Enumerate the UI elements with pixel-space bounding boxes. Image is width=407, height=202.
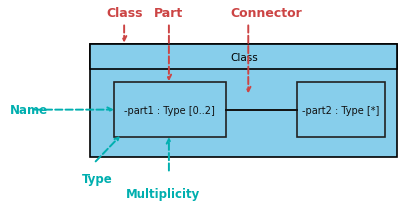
Text: Connector: Connector [231,7,302,20]
Text: Type: Type [81,172,112,185]
Text: -part1 : Type [0..2]: -part1 : Type [0..2] [124,105,215,115]
Text: Name: Name [10,104,48,117]
Text: Multiplicity: Multiplicity [126,187,200,200]
Text: Class: Class [230,53,258,63]
Bar [114,83,226,137]
Text: -part2 : Type [*]: -part2 : Type [*] [302,105,379,115]
Bar [297,83,385,137]
Bar [90,44,397,70]
Bar [90,44,397,158]
Text: Part: Part [154,7,184,20]
Text: Class: Class [106,7,142,20]
